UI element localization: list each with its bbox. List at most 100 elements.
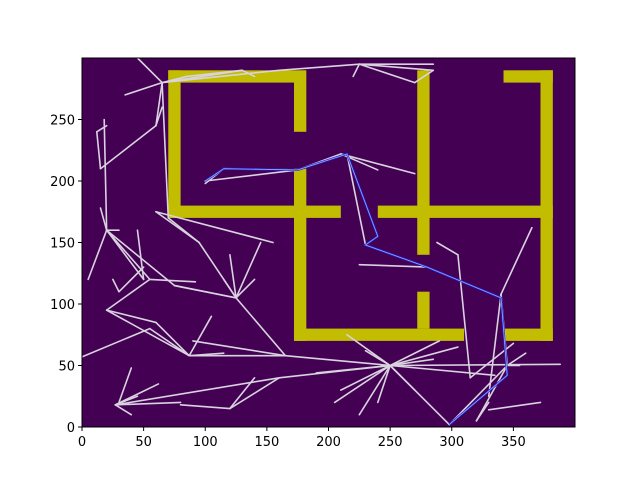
tree-edge xyxy=(155,106,163,127)
tree-edge xyxy=(114,404,133,416)
tree-edge xyxy=(235,278,256,299)
tree-edge xyxy=(235,241,262,299)
tree-edge xyxy=(229,376,281,410)
tree-edge xyxy=(161,69,281,84)
path-line xyxy=(205,153,508,425)
tree-edge xyxy=(95,131,102,170)
x-tick-label: 100 xyxy=(193,435,218,450)
y-tick-label: 100 xyxy=(50,298,75,313)
tree-edge xyxy=(235,297,287,357)
tree-edge xyxy=(358,263,428,268)
wall-block xyxy=(293,168,307,341)
tree-edge xyxy=(136,57,163,84)
tree-edge xyxy=(161,75,188,84)
tree-edge xyxy=(389,340,441,367)
tree-edge xyxy=(105,278,151,311)
tree-edge xyxy=(278,63,361,72)
wall-block xyxy=(503,328,553,341)
tree-edge xyxy=(155,321,191,357)
x-tick-label: 150 xyxy=(254,435,279,450)
tree-edge xyxy=(173,284,237,299)
tree-edge xyxy=(112,278,120,293)
tree-edge xyxy=(389,364,416,391)
tree-edge xyxy=(136,229,145,281)
tree-edge xyxy=(188,315,213,357)
tree-edge xyxy=(340,364,391,391)
tree-edge xyxy=(448,364,509,426)
tree-edge xyxy=(413,69,435,84)
wall-block xyxy=(377,205,553,218)
tree-edge xyxy=(95,124,108,133)
wall-block xyxy=(293,70,307,132)
wall-block xyxy=(168,205,341,218)
wall-block xyxy=(168,70,181,218)
tree-edge xyxy=(487,293,502,398)
walls-layer xyxy=(168,70,553,341)
x-tick-label: 350 xyxy=(501,435,526,450)
tree-edge xyxy=(161,81,170,219)
planned-path-layer xyxy=(204,152,509,426)
tree-edge xyxy=(457,254,472,379)
plot-area xyxy=(81,57,575,427)
x-tick-label: 0 xyxy=(78,435,86,450)
wall-block xyxy=(293,328,465,341)
tree-edge xyxy=(376,364,391,404)
tree-edge xyxy=(99,124,157,170)
tree-edge xyxy=(99,207,108,231)
tree-edge xyxy=(475,364,509,422)
tree-edge xyxy=(241,69,256,78)
tree-edge xyxy=(179,404,231,410)
tree-edge xyxy=(278,364,391,379)
tree-edge xyxy=(204,169,299,182)
tree-edge xyxy=(284,354,391,367)
wall-block xyxy=(417,70,430,255)
tree-edge xyxy=(87,229,108,281)
tree-edge xyxy=(103,118,108,231)
tree-edge xyxy=(358,364,391,416)
tree-edge xyxy=(229,254,237,299)
tree-edge xyxy=(389,364,496,377)
tree-edge xyxy=(500,226,533,295)
y-tick-label: 0 xyxy=(67,421,75,436)
tree-edge xyxy=(358,63,435,72)
tree-edge xyxy=(389,363,562,367)
y-tick-label: 200 xyxy=(50,175,75,190)
tree-edge xyxy=(436,241,459,256)
axes: 0 50 100 150 200 250 300 350 0 50 100 150 200 250 xyxy=(50,57,576,450)
tree-edge xyxy=(475,401,490,422)
tree-edge xyxy=(352,63,361,78)
y-tick-label: 50 xyxy=(58,360,75,375)
tree-edge xyxy=(155,210,274,244)
tree-edge xyxy=(389,358,435,367)
tree-edge xyxy=(114,383,160,406)
x-tick-label: 250 xyxy=(378,435,403,450)
tree-edge xyxy=(198,241,237,299)
tree-edge xyxy=(389,346,459,367)
y-tick-label: 150 xyxy=(50,237,75,252)
y-tick-label: 250 xyxy=(50,114,75,129)
tree-edge xyxy=(167,217,200,244)
tree-edge xyxy=(185,69,244,78)
x-tick-label: 200 xyxy=(316,435,341,450)
tree-edge xyxy=(118,367,133,404)
x-tick-label: 50 xyxy=(135,435,152,450)
tree-edge xyxy=(188,352,225,357)
tree-edge xyxy=(358,63,416,84)
tree-edge xyxy=(346,153,367,246)
tree-edge xyxy=(340,153,416,175)
wall-block xyxy=(417,291,430,329)
tree-edge xyxy=(155,81,163,127)
tree-edge xyxy=(118,266,145,293)
tree-edge xyxy=(229,376,256,410)
tree-edge xyxy=(124,81,163,96)
tree-edge xyxy=(487,401,542,411)
tree-edge xyxy=(148,278,197,283)
tree-edge xyxy=(192,340,287,357)
tree-edge xyxy=(333,364,391,404)
x-tick-label: 300 xyxy=(439,435,464,450)
tree-edge xyxy=(105,309,157,324)
tree-edge xyxy=(81,327,151,358)
tree-edge xyxy=(105,309,191,357)
wall-block xyxy=(168,70,294,83)
